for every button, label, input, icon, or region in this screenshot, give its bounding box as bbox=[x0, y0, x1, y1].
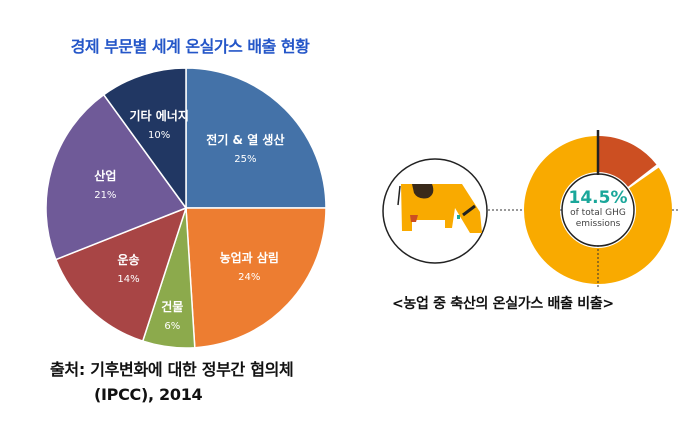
slice-name: 산업 bbox=[94, 168, 117, 183]
pie-slice bbox=[102, 67, 187, 211]
slice-value: 25% bbox=[234, 153, 257, 165]
pie-slice bbox=[54, 206, 188, 343]
slice-value: 6% bbox=[164, 321, 181, 333]
slice-label: 기타 에너지 10% bbox=[129, 107, 188, 141]
slice-name: 전기 & 열 생산 bbox=[206, 132, 285, 147]
pie-slice bbox=[45, 93, 188, 261]
livestock-percent: 14.5% bbox=[568, 188, 628, 208]
slice-value: 24% bbox=[238, 272, 261, 284]
slice-label: 건물 6% bbox=[161, 298, 183, 332]
slice-label: 전기 & 열 생산 25% bbox=[206, 131, 284, 165]
donut-base-segment bbox=[524, 136, 673, 284]
donut-highlight-segment bbox=[598, 136, 657, 187]
cow-icon bbox=[382, 158, 488, 264]
livestock-caption: <농업 중 축산의 온실가스 배출 비출> bbox=[392, 296, 614, 312]
source-line-1: 출처: 기후변화에 대한 정부간 협의체 bbox=[50, 360, 294, 379]
pie-slice bbox=[185, 67, 327, 209]
donut-center-text: 14.5% of total GHG emissions bbox=[560, 188, 636, 230]
livestock-sub-2: emissions bbox=[575, 219, 621, 229]
slice-name: 운송 bbox=[117, 253, 140, 268]
slice-name: 농업과 삼림 bbox=[219, 251, 279, 266]
slice-label: 산업 21% bbox=[94, 167, 116, 201]
slice-name: 기타 에너지 bbox=[129, 109, 189, 124]
source-line-2: (IPCC), 2014 bbox=[94, 385, 203, 404]
pie-slice bbox=[185, 207, 327, 349]
slice-name: 건물 bbox=[161, 300, 184, 315]
slice-value: 14% bbox=[117, 274, 140, 286]
slice-label: 농업과 삼림 24% bbox=[220, 249, 279, 283]
slice-value: 10% bbox=[148, 130, 171, 142]
slice-label: 운송 14% bbox=[117, 251, 139, 285]
chart-title: 경제 부문별 세계 온실가스 배출 현황 bbox=[70, 37, 310, 56]
slice-value: 21% bbox=[94, 189, 117, 201]
livestock-sub-1: of total GHG bbox=[570, 208, 626, 218]
